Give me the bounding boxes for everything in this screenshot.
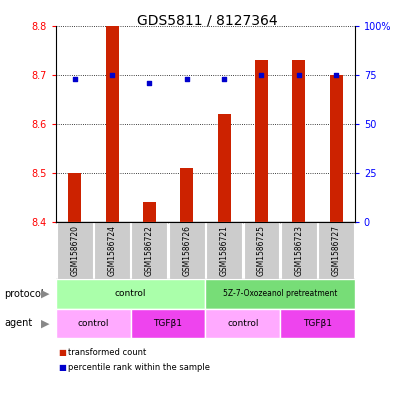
Bar (94, 222, 130, 279)
Text: GSM1586720: GSM1586720 (70, 225, 79, 276)
Text: control: control (78, 319, 109, 328)
Text: protocol: protocol (4, 289, 44, 299)
Text: ■: ■ (58, 349, 66, 357)
Text: ■: ■ (58, 364, 66, 372)
Point (333, 72, 339, 78)
Text: GSM1586724: GSM1586724 (107, 225, 117, 276)
Point (295, 72, 302, 78)
Text: GSM1586722: GSM1586722 (145, 225, 154, 276)
Point (183, 75, 190, 82)
Bar (244, 222, 279, 279)
Point (71, 75, 78, 82)
Bar (68, 173, 81, 222)
Bar (169, 222, 205, 279)
Text: GDS5811 / 8127364: GDS5811 / 8127364 (137, 14, 278, 28)
Text: GSM1586727: GSM1586727 (332, 225, 341, 276)
Bar (205, 279, 355, 309)
Text: control: control (115, 289, 146, 298)
Bar (217, 114, 231, 222)
Text: TGFβ1: TGFβ1 (303, 319, 332, 328)
Text: agent: agent (4, 318, 32, 328)
Bar (132, 222, 167, 279)
Bar (56, 309, 131, 338)
Text: ▶: ▶ (42, 318, 50, 328)
Point (221, 75, 227, 82)
Text: transformed count: transformed count (68, 349, 147, 357)
Point (146, 79, 153, 86)
Bar (105, 26, 119, 222)
Text: 5Z-7-Oxozeanol pretreatment: 5Z-7-Oxozeanol pretreatment (223, 289, 337, 298)
Text: GSM1586721: GSM1586721 (220, 225, 229, 276)
Bar (205, 309, 280, 338)
Point (258, 72, 265, 78)
Text: GSM1586725: GSM1586725 (257, 225, 266, 276)
Bar (56, 279, 205, 309)
Bar (318, 222, 354, 279)
Bar (255, 60, 268, 222)
Text: percentile rank within the sample: percentile rank within the sample (68, 364, 210, 372)
Text: TGFβ1: TGFβ1 (154, 319, 183, 328)
Bar (143, 202, 156, 222)
Bar (57, 222, 93, 279)
Bar (281, 222, 317, 279)
Point (109, 72, 115, 78)
Bar (280, 309, 355, 338)
Bar (180, 168, 193, 222)
Text: GSM1586726: GSM1586726 (182, 225, 191, 276)
Text: ▶: ▶ (42, 289, 50, 299)
Bar (206, 222, 242, 279)
Bar (330, 75, 343, 222)
Bar (292, 60, 305, 222)
Text: GSM1586723: GSM1586723 (294, 225, 303, 276)
Text: control: control (227, 319, 259, 328)
Bar (131, 309, 205, 338)
